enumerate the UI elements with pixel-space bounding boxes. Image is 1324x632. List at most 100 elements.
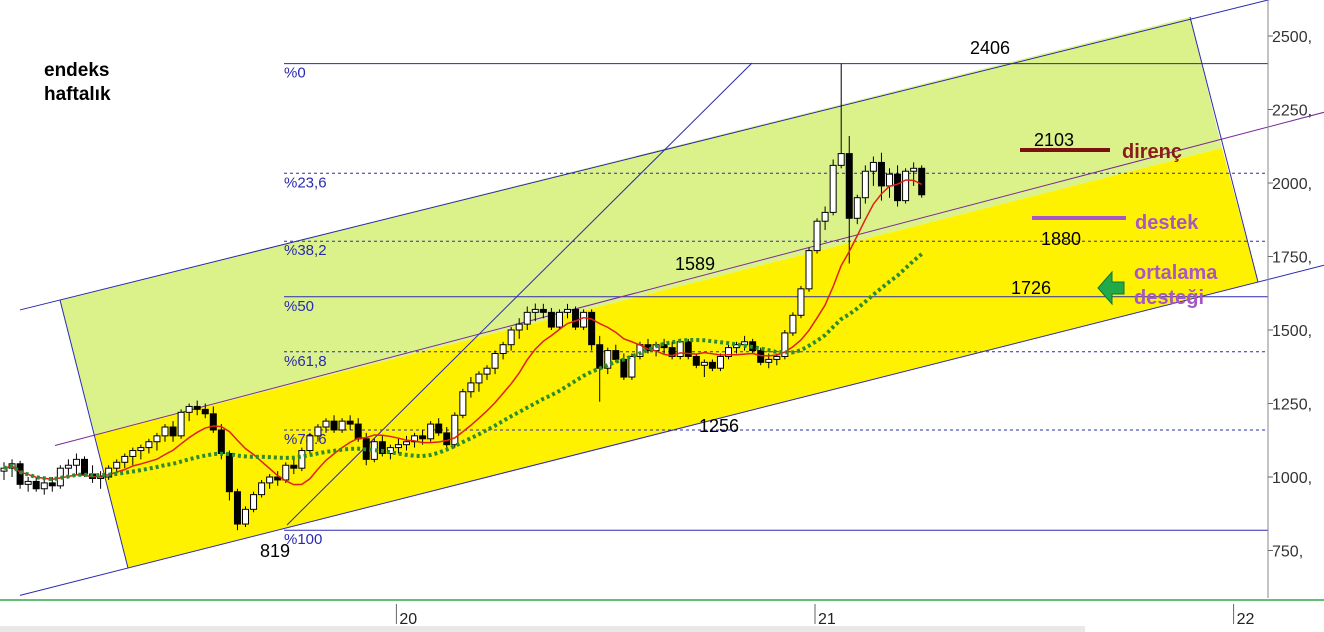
candle-body — [708, 361, 716, 369]
candle-body — [523, 311, 531, 325]
channel-upper-band — [60, 17, 1222, 435]
channel-upper-line — [19, 0, 1271, 311]
candle-body — [853, 197, 861, 219]
candle-body — [64, 464, 72, 469]
candle-body — [298, 450, 306, 469]
y-tick-label: 1250, — [1272, 397, 1312, 414]
chart-title: haftalık — [44, 84, 111, 105]
candle-body — [491, 353, 499, 369]
candle-body — [201, 408, 209, 415]
y-tick-label: 1750, — [1272, 250, 1312, 267]
candle-body — [378, 441, 386, 454]
candle-body — [692, 355, 700, 366]
candle-body — [266, 476, 274, 484]
x-tick-label: 21 — [818, 611, 836, 628]
candle-body — [435, 423, 443, 434]
candle-body — [837, 153, 845, 166]
price-label: 2103 — [1034, 130, 1074, 150]
fib-level-label: %38,2 — [284, 242, 327, 259]
channel-right-edge — [1189, 16, 1259, 283]
price-label: 1256 — [699, 416, 739, 436]
candle-body — [225, 452, 233, 493]
candle-body — [113, 461, 121, 469]
candle-body — [475, 373, 483, 384]
support-resistance — [1020, 148, 1126, 306]
candle-body — [403, 441, 410, 446]
candle-body — [805, 250, 813, 290]
y-tick-label: 2000, — [1272, 176, 1312, 193]
candle-body — [684, 341, 692, 357]
candle-body — [137, 447, 145, 452]
x-tick-label: 22 — [1237, 611, 1255, 628]
candle-body — [781, 332, 789, 357]
candle-body — [40, 482, 48, 490]
candle-body — [451, 414, 459, 446]
candle-body — [177, 411, 185, 437]
candle-body — [419, 435, 427, 440]
moving-average-short-line — [3, 179, 923, 486]
candle-body — [217, 429, 225, 454]
candle-body — [531, 308, 539, 313]
candle-body — [547, 311, 555, 328]
price-label: 1880 — [1041, 229, 1081, 249]
y-tick-label: 2500, — [1272, 29, 1312, 46]
candle-body — [282, 464, 290, 481]
candle-body — [612, 350, 620, 360]
arrow-left-icon — [1097, 270, 1125, 306]
candle-body — [555, 311, 563, 328]
candle-body — [910, 167, 918, 172]
candle-body — [346, 420, 354, 425]
candle-body — [700, 361, 708, 366]
y-tick-label: 750, — [1272, 544, 1303, 561]
candle-body — [821, 211, 829, 222]
candle-body — [394, 444, 402, 449]
fibonacci-levels: %0%23,6%38,2%50%61,8%78.6%100 — [284, 63, 1268, 548]
annotation-label: direnç — [1122, 141, 1182, 163]
candle-body — [757, 350, 765, 363]
candle-body — [105, 467, 113, 478]
candle-body — [314, 426, 322, 437]
candle-body — [813, 220, 821, 252]
candle-body — [588, 311, 596, 346]
candle-body — [145, 441, 153, 449]
candle-body — [725, 347, 732, 357]
candle-body — [515, 323, 523, 331]
candle-body — [596, 344, 604, 369]
candle-body — [81, 458, 88, 475]
candle-body — [209, 413, 217, 431]
candle-body — [797, 288, 805, 316]
candle-body — [250, 494, 258, 510]
candle-body — [322, 420, 330, 428]
candle-body — [354, 423, 362, 440]
candle-body — [306, 435, 314, 452]
candle-body — [290, 464, 298, 469]
price-label: 1589 — [675, 254, 715, 274]
candle-body — [628, 355, 636, 378]
channel-lower-line — [19, 264, 1324, 596]
candle-body — [668, 347, 676, 357]
channel-lower-band — [95, 148, 1258, 568]
chart-title: endeks — [44, 60, 109, 81]
candle-body — [338, 420, 346, 431]
candle-body — [789, 314, 797, 334]
candle-body — [427, 423, 435, 440]
channel-lines — [19, 0, 1324, 596]
candle-body — [169, 426, 177, 437]
y-tick-label: 1500, — [1272, 323, 1312, 340]
candle-body — [580, 311, 588, 328]
fib-level-label: %100 — [284, 531, 322, 548]
candle-body — [24, 480, 32, 485]
candle-body — [193, 405, 201, 410]
candle-body — [765, 358, 773, 363]
candle-body — [539, 308, 547, 313]
fib-level-label: %50 — [284, 298, 314, 315]
candle-body — [572, 308, 580, 328]
candle-body — [129, 450, 137, 457]
candle-body — [121, 455, 129, 463]
annotation-label: destek — [1135, 212, 1199, 234]
candle-body — [330, 420, 338, 431]
x-tick-label: 20 — [399, 611, 417, 628]
candle-body — [48, 482, 56, 487]
price-label: 819 — [260, 541, 290, 561]
